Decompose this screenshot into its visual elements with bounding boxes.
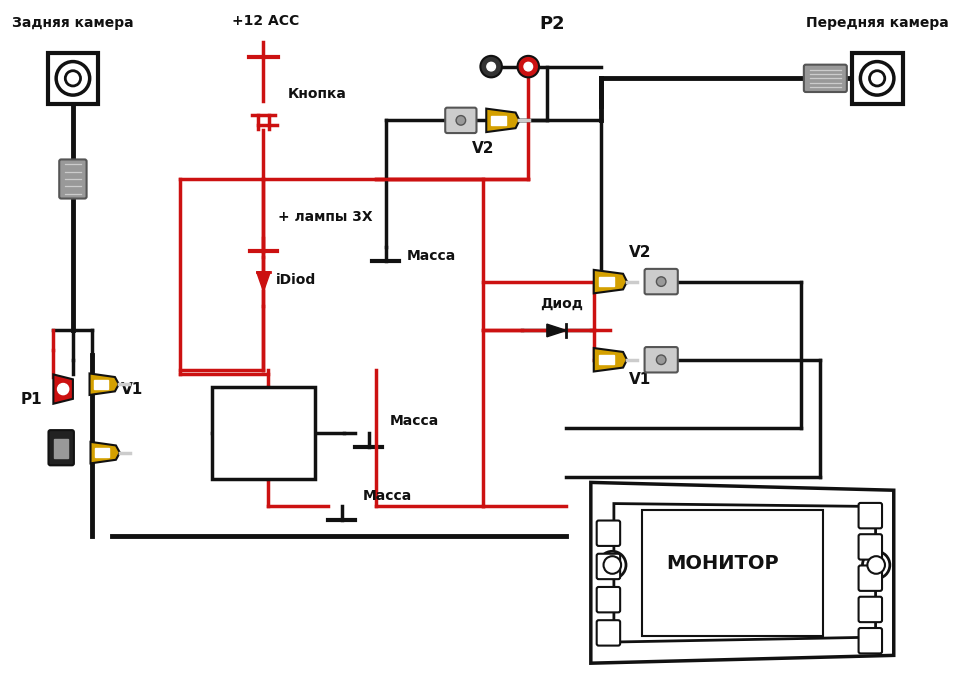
Polygon shape (89, 374, 119, 395)
Text: V1: V1 (120, 382, 143, 397)
Circle shape (480, 56, 502, 78)
Circle shape (599, 552, 626, 579)
Bar (47, 53, 98, 104)
Text: +12 ACC: +12 ACC (231, 14, 300, 28)
Text: Масса: Масса (363, 489, 413, 503)
Circle shape (58, 384, 69, 395)
Polygon shape (593, 270, 627, 293)
Text: iDiod: iDiod (276, 272, 317, 286)
Text: P2: P2 (539, 15, 564, 34)
FancyBboxPatch shape (858, 534, 882, 559)
Circle shape (868, 556, 885, 574)
FancyBboxPatch shape (644, 347, 678, 372)
Bar (95, 448, 108, 457)
FancyBboxPatch shape (858, 596, 882, 622)
FancyBboxPatch shape (804, 64, 847, 92)
Bar (641, 510, 824, 636)
Polygon shape (256, 272, 271, 291)
Bar (852, 53, 902, 104)
FancyBboxPatch shape (49, 430, 74, 466)
Bar (212, 386, 315, 480)
Polygon shape (593, 348, 627, 372)
Text: МОНИТОР: МОНИТОР (666, 554, 780, 573)
Circle shape (524, 62, 533, 71)
Text: 87a: 87a (256, 428, 280, 441)
Circle shape (487, 62, 495, 71)
FancyBboxPatch shape (858, 503, 882, 528)
Text: 87: 87 (260, 454, 276, 467)
Bar (94, 380, 108, 389)
Circle shape (860, 62, 894, 95)
Circle shape (65, 71, 81, 86)
Bar (599, 355, 613, 365)
FancyBboxPatch shape (597, 620, 620, 645)
Text: V2: V2 (472, 141, 494, 155)
Text: Диод: Диод (540, 297, 583, 311)
Text: 30: 30 (260, 394, 276, 407)
Bar (492, 116, 506, 125)
Polygon shape (54, 374, 73, 404)
Circle shape (862, 552, 890, 579)
FancyBboxPatch shape (445, 108, 476, 133)
FancyBboxPatch shape (597, 587, 620, 612)
Circle shape (456, 116, 466, 125)
Text: 85: 85 (218, 418, 234, 431)
FancyBboxPatch shape (858, 566, 882, 591)
FancyBboxPatch shape (644, 269, 678, 294)
Circle shape (56, 62, 89, 95)
Text: V2: V2 (629, 245, 651, 260)
FancyBboxPatch shape (858, 628, 882, 653)
Text: Передняя камера: Передняя камера (805, 15, 948, 29)
Text: Задняя камера: Задняя камера (12, 15, 133, 29)
Text: 86: 86 (293, 418, 309, 431)
Circle shape (657, 355, 666, 365)
Text: + лампы 3Х: + лампы 3Х (278, 210, 372, 224)
Circle shape (870, 71, 885, 86)
Polygon shape (590, 482, 894, 663)
Circle shape (517, 56, 539, 78)
Polygon shape (613, 503, 876, 642)
Polygon shape (487, 108, 519, 132)
Text: P1: P1 (21, 392, 42, 407)
Text: V1: V1 (629, 372, 651, 387)
FancyBboxPatch shape (597, 521, 620, 546)
FancyBboxPatch shape (597, 554, 620, 579)
Bar (55, 439, 68, 458)
Text: Кнопка: Кнопка (288, 87, 347, 101)
Polygon shape (547, 324, 566, 337)
Circle shape (657, 276, 666, 286)
Text: Масса: Масса (390, 414, 440, 428)
Circle shape (604, 556, 621, 574)
FancyBboxPatch shape (60, 160, 86, 199)
Text: Масса: Масса (407, 249, 456, 263)
Polygon shape (90, 442, 120, 463)
Bar (599, 277, 613, 286)
